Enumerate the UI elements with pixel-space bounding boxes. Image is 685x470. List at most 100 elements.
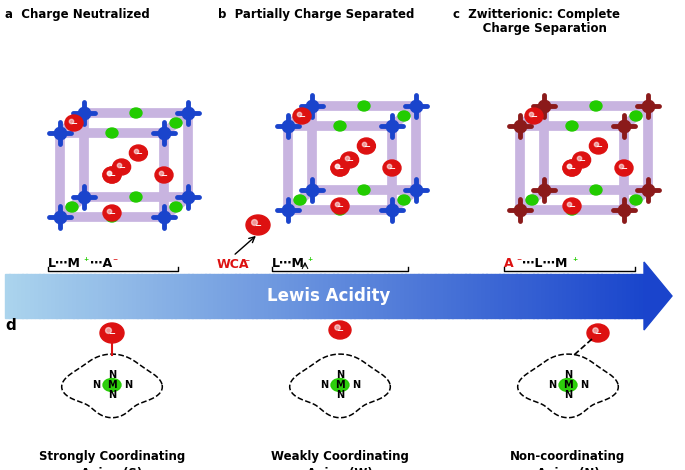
Bar — [137, 274, 142, 318]
Ellipse shape — [65, 115, 83, 131]
Text: ⁺: ⁺ — [572, 257, 577, 267]
Text: −: − — [299, 112, 306, 122]
Bar — [627, 274, 632, 318]
Bar — [533, 274, 538, 318]
Bar — [623, 274, 627, 318]
Bar — [235, 274, 240, 318]
Ellipse shape — [66, 202, 78, 212]
Text: Strongly Coordinating
Anion (S): Strongly Coordinating Anion (S) — [39, 450, 185, 470]
Bar — [286, 274, 291, 318]
Ellipse shape — [103, 205, 121, 221]
Ellipse shape — [358, 101, 370, 111]
Bar — [375, 274, 380, 318]
Text: ⁻: ⁻ — [112, 257, 117, 267]
Bar — [47, 274, 52, 318]
Ellipse shape — [293, 108, 311, 124]
Bar — [588, 274, 593, 318]
Bar — [43, 274, 48, 318]
Bar — [614, 274, 619, 318]
Ellipse shape — [170, 118, 182, 128]
Bar — [529, 274, 534, 318]
Bar — [116, 274, 121, 318]
Bar — [99, 274, 103, 318]
Ellipse shape — [331, 160, 349, 176]
Bar — [555, 274, 559, 318]
Ellipse shape — [526, 195, 538, 205]
Bar — [256, 274, 261, 318]
Bar — [490, 274, 495, 318]
Text: −: − — [336, 327, 343, 336]
Bar — [401, 274, 406, 318]
Ellipse shape — [358, 185, 370, 195]
Ellipse shape — [106, 128, 118, 138]
Text: −: − — [388, 164, 395, 173]
Ellipse shape — [129, 145, 147, 161]
Text: −: − — [363, 142, 370, 151]
Text: ⁺: ⁺ — [83, 257, 88, 267]
Text: N: N — [108, 391, 116, 400]
Ellipse shape — [587, 324, 609, 342]
Ellipse shape — [294, 111, 306, 121]
Bar — [333, 274, 338, 318]
Text: N: N — [564, 369, 572, 380]
Bar — [133, 274, 138, 318]
Bar — [239, 274, 244, 318]
Bar — [499, 274, 504, 318]
Bar — [103, 274, 108, 318]
Ellipse shape — [526, 111, 538, 121]
Ellipse shape — [340, 152, 359, 168]
Bar — [303, 274, 308, 318]
Ellipse shape — [573, 152, 590, 168]
Bar — [337, 274, 342, 318]
Bar — [559, 274, 564, 318]
Ellipse shape — [130, 192, 142, 202]
Bar — [371, 274, 376, 318]
Bar — [227, 274, 232, 318]
Text: d: d — [5, 318, 16, 333]
Bar — [444, 274, 449, 318]
Bar — [435, 274, 440, 318]
Bar — [457, 274, 461, 318]
Bar — [610, 274, 614, 318]
Bar — [265, 274, 270, 318]
Text: WCA: WCA — [217, 258, 249, 271]
Text: −: − — [336, 164, 343, 173]
Text: −: − — [595, 329, 601, 338]
Bar — [563, 274, 568, 318]
Bar — [567, 274, 572, 318]
Bar — [431, 274, 436, 318]
Bar — [308, 274, 312, 318]
Bar — [367, 274, 372, 318]
Bar — [5, 274, 10, 318]
Bar — [452, 274, 457, 318]
Bar — [141, 274, 146, 318]
Ellipse shape — [615, 160, 633, 176]
Text: ⁻: ⁻ — [516, 257, 521, 267]
Bar — [321, 274, 325, 318]
Bar — [593, 274, 597, 318]
Bar — [461, 274, 466, 318]
Ellipse shape — [106, 212, 118, 222]
Text: Weakly Coordinating
Anion (W): Weakly Coordinating Anion (W) — [271, 450, 409, 470]
Text: −: − — [135, 149, 142, 158]
Text: −: − — [336, 203, 343, 212]
Bar — [52, 274, 57, 318]
Ellipse shape — [566, 205, 578, 215]
Bar — [150, 274, 155, 318]
Text: N: N — [320, 380, 328, 390]
Bar — [597, 274, 602, 318]
Polygon shape — [62, 354, 162, 418]
Ellipse shape — [130, 108, 142, 118]
Text: −: − — [255, 221, 262, 230]
Bar — [546, 274, 551, 318]
Polygon shape — [518, 354, 619, 418]
Bar — [580, 274, 585, 318]
Bar — [316, 274, 321, 318]
Ellipse shape — [563, 160, 581, 176]
Ellipse shape — [559, 378, 577, 392]
Bar — [606, 274, 610, 318]
Text: −: − — [108, 210, 116, 219]
Bar — [354, 274, 359, 318]
Bar — [10, 274, 14, 318]
Ellipse shape — [563, 198, 581, 214]
